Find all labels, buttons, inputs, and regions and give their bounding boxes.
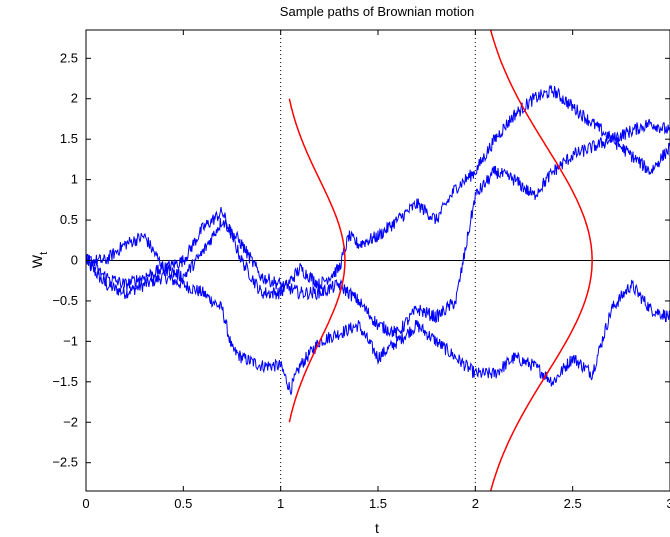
x-tick-label: 2 [472, 496, 479, 511]
x-tick-label: 1 [277, 496, 284, 511]
y-tick-label: −0.5 [52, 293, 78, 308]
x-axis-label: t [375, 520, 379, 536]
y-axis-label-main: W [29, 254, 45, 268]
density-curve-t1 [288, 98, 346, 423]
brownian-path-3 [86, 133, 670, 339]
y-tick-label: −2 [63, 414, 78, 429]
y-tick-label: −2.5 [52, 455, 78, 470]
brownian-paths [86, 84, 670, 395]
x-tick-label: 3 [666, 496, 670, 511]
x-tick-label: 0 [82, 496, 89, 511]
y-axis-label-subscript: t [38, 252, 50, 255]
density-curves [288, 30, 593, 491]
y-tick-label: −1.5 [52, 374, 78, 389]
svg-text:Wt: Wt [29, 252, 50, 268]
y-tick-label: −1 [63, 333, 78, 348]
x-tick-label: 0.5 [174, 496, 192, 511]
y-tick-label: 1 [71, 172, 78, 187]
x-axis-ticks: 0 0.5 1 1.5 2 2.5 3 [82, 30, 670, 511]
x-tick-label: 1.5 [369, 496, 387, 511]
x-tick-label: 2.5 [564, 496, 582, 511]
y-tick-label: 2.5 [60, 50, 78, 65]
y-tick-label: 0.5 [60, 212, 78, 227]
y-axis-label: Wt [29, 252, 50, 268]
density-curve-t2 [489, 30, 593, 491]
y-axis-ticks: −2.5 −2 −1.5 −1 −0.5 0 0.5 1 1.5 2 2.5 [52, 50, 670, 470]
plot-area [86, 30, 670, 491]
y-tick-label: 0 [71, 253, 78, 268]
vertical-reference-lines [280, 30, 476, 491]
chart-title: Sample paths of Brownian motion [280, 4, 474, 19]
y-tick-label: 2 [71, 91, 78, 106]
y-tick-label: 1.5 [60, 131, 78, 146]
brownian-path-2 [86, 84, 670, 300]
